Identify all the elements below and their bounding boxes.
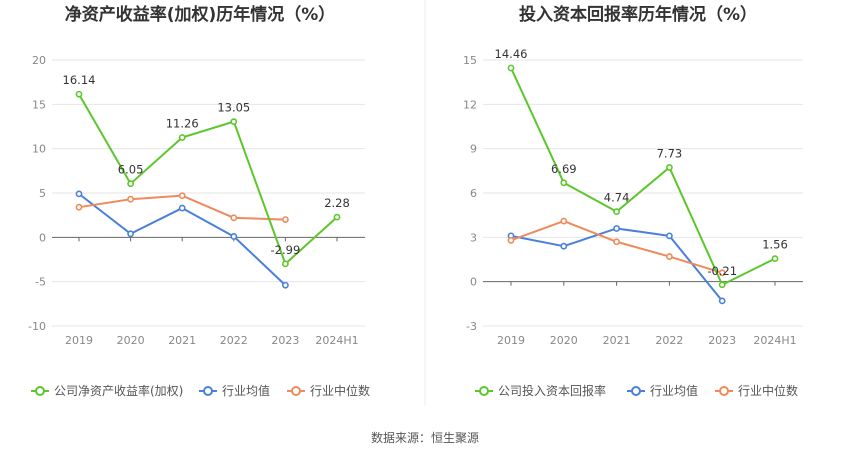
data-point[interactable] bbox=[666, 232, 673, 240]
legend-label: 公司净资产收益率(加权) bbox=[54, 383, 183, 398]
y-tick-label: 15 bbox=[32, 98, 46, 111]
legend-item[interactable]: 公司投入资本回报率 bbox=[475, 383, 606, 398]
x-tick-label: 2023 bbox=[708, 334, 736, 347]
y-tick-label: 9 bbox=[470, 143, 477, 156]
data-point[interactable] bbox=[613, 208, 620, 216]
data-label: 13.05 bbox=[217, 101, 250, 115]
y-tick-label: -5 bbox=[35, 276, 46, 289]
data-point[interactable] bbox=[178, 134, 186, 141]
data-point[interactable] bbox=[507, 236, 515, 244]
x-tick-label: 2022 bbox=[220, 334, 248, 347]
legend-label: 行业均值 bbox=[222, 383, 270, 398]
x-tick-label: 2021 bbox=[603, 334, 631, 347]
legend-swatch-marker bbox=[479, 386, 489, 396]
data-point[interactable] bbox=[127, 180, 134, 188]
data-point[interactable] bbox=[333, 213, 341, 221]
legend-label: 公司投入资本回报率 bbox=[498, 383, 606, 398]
y-tick-label: 10 bbox=[32, 143, 46, 156]
y-tick-label: 20 bbox=[32, 54, 46, 67]
y-tick-label: 5 bbox=[39, 187, 46, 200]
data-point[interactable] bbox=[75, 190, 83, 198]
data-point[interactable] bbox=[507, 64, 515, 72]
x-tick-label: 2019 bbox=[497, 334, 525, 347]
x-tick-label: 2021 bbox=[168, 334, 196, 347]
legend-swatch-marker bbox=[631, 386, 641, 396]
y-tick-label: 0 bbox=[39, 231, 46, 244]
y-tick-label: 15 bbox=[463, 54, 477, 67]
data-point[interactable] bbox=[666, 253, 673, 260]
legend-swatch-marker bbox=[719, 386, 729, 396]
data-source: 数据来源：恒生聚源 bbox=[371, 430, 479, 445]
chart-title-roic: 投入资本回报率历年情况（%） bbox=[519, 4, 757, 25]
y-tick-label: 6 bbox=[470, 187, 477, 200]
y-tick-label: 12 bbox=[463, 98, 477, 111]
series-line bbox=[78, 93, 338, 265]
x-tick-label: 2020 bbox=[550, 334, 578, 347]
x-tick-label: 2023 bbox=[271, 334, 299, 347]
legend-item[interactable]: 公司净资产收益率(加权) bbox=[31, 383, 183, 398]
data-point[interactable] bbox=[230, 214, 238, 222]
data-point[interactable] bbox=[127, 230, 134, 238]
legend-swatch-marker bbox=[291, 386, 301, 396]
data-point[interactable] bbox=[613, 238, 620, 246]
data-label: 7.73 bbox=[657, 146, 683, 160]
x-tick-label: 2020 bbox=[117, 334, 145, 347]
y-tick-label: -3 bbox=[466, 320, 477, 333]
data-label: 16.14 bbox=[63, 73, 96, 87]
data-point[interactable] bbox=[613, 225, 620, 232]
data-label: 14.46 bbox=[495, 47, 528, 61]
data-label: -2.99 bbox=[271, 243, 301, 257]
data-label: 2.28 bbox=[324, 196, 350, 210]
chart-panel-roe: -10 -5 0 5 10 15 20 2019 2020 2021 2022 2023 2024H1 1… bbox=[28, 54, 370, 398]
chart-title-roe: 净资产收益率(加权)历年情况（%） bbox=[65, 4, 336, 25]
chart-panel-roic: -3 0 3 6 9 12 15 2019 2020 2021 2022 2023 2024H1 14.4… bbox=[463, 47, 803, 398]
legend-label: 行业均值 bbox=[650, 383, 698, 398]
y-tick-label: -10 bbox=[28, 320, 46, 333]
data-point[interactable] bbox=[560, 179, 568, 187]
legend-swatch-marker bbox=[203, 386, 213, 396]
data-point[interactable] bbox=[771, 255, 779, 263]
x-tick-label: 2024H1 bbox=[753, 334, 796, 347]
x-tick-label: 2024H1 bbox=[315, 334, 358, 347]
data-point[interactable] bbox=[281, 281, 289, 289]
data-point[interactable] bbox=[718, 297, 726, 305]
data-label: -0.21 bbox=[707, 264, 737, 278]
data-point[interactable] bbox=[127, 195, 134, 203]
legend-swatch-marker bbox=[35, 386, 45, 396]
data-point[interactable] bbox=[281, 216, 289, 223]
data-point[interactable] bbox=[230, 118, 238, 126]
data-point[interactable] bbox=[75, 90, 83, 98]
data-point[interactable] bbox=[230, 233, 238, 240]
data-label: 6.69 bbox=[551, 162, 577, 176]
legend-label: 行业中位数 bbox=[310, 383, 370, 398]
y-tick-label: 3 bbox=[470, 231, 477, 244]
x-tick-label: 2019 bbox=[65, 334, 93, 347]
data-point[interactable] bbox=[75, 203, 83, 211]
data-point[interactable] bbox=[718, 269, 726, 277]
data-label: 4.74 bbox=[604, 191, 630, 205]
data-point[interactable] bbox=[281, 260, 289, 268]
data-label: 11.26 bbox=[166, 116, 199, 130]
data-label: 1.56 bbox=[762, 238, 788, 252]
legend-label: 行业中位数 bbox=[738, 383, 798, 398]
data-point[interactable] bbox=[666, 164, 673, 171]
legend-item[interactable]: 行业中位数 bbox=[715, 383, 798, 398]
x-tick-label: 2022 bbox=[655, 334, 683, 347]
data-point[interactable] bbox=[178, 204, 186, 212]
series-line bbox=[510, 67, 776, 286]
data-point[interactable] bbox=[178, 192, 186, 200]
legend-item[interactable]: 行业均值 bbox=[627, 383, 698, 398]
y-tick-label: 0 bbox=[470, 276, 477, 289]
data-point[interactable] bbox=[560, 217, 568, 225]
data-point[interactable] bbox=[718, 281, 726, 289]
legend-item[interactable]: 行业中位数 bbox=[287, 383, 370, 398]
data-point[interactable] bbox=[560, 242, 568, 250]
data-label: 6.05 bbox=[118, 163, 144, 177]
legend-item[interactable]: 行业均值 bbox=[199, 383, 270, 398]
